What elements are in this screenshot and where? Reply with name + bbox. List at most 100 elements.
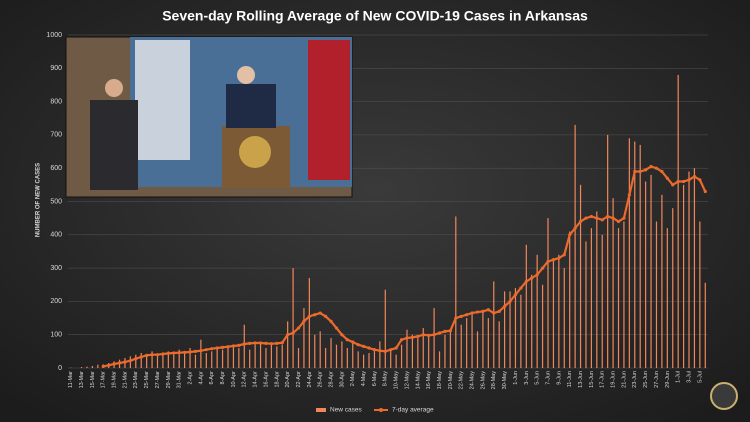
average-point [475, 310, 480, 314]
bar [352, 343, 354, 368]
average-point [356, 343, 360, 347]
average-point [313, 313, 317, 317]
x-tick-label: 11-Mar [68, 371, 74, 388]
y-tick-label: 300 [50, 265, 62, 272]
x-tick-label: 5-Jul [697, 371, 703, 383]
average-point [183, 350, 187, 354]
legend-label: New cases [330, 407, 363, 414]
bar [303, 308, 305, 368]
average-point [644, 168, 648, 172]
average-point [340, 333, 344, 337]
bar [531, 274, 533, 368]
average-point [275, 341, 279, 345]
bar [438, 351, 441, 368]
average-point [530, 276, 534, 280]
average-point [378, 349, 382, 353]
average-point [280, 341, 284, 345]
bar [699, 221, 701, 368]
average-point [145, 353, 149, 357]
bar [254, 344, 256, 368]
bar [227, 348, 229, 368]
x-tick-label: 28-Apr [329, 371, 335, 388]
average-point [633, 169, 637, 174]
bar [194, 354, 197, 368]
average-point [557, 256, 561, 260]
average-point [220, 345, 225, 349]
x-tick-label: 4-May [361, 371, 367, 387]
bar [216, 348, 218, 368]
average-point [210, 347, 214, 351]
x-tick-label: 25-Mar [144, 371, 150, 389]
x-tick-label: 10-May [394, 371, 400, 390]
x-tick-label: 14-May [415, 371, 421, 390]
x-tick-label: 2-Apr [187, 371, 193, 385]
average-point [101, 364, 105, 368]
average-point [437, 331, 442, 335]
average-point [389, 348, 393, 352]
x-tick-label: 26-Apr [318, 371, 324, 388]
x-tick-label: 3-Jul [686, 371, 692, 383]
bar [238, 348, 240, 368]
x-tick-label: 10-Apr [231, 371, 237, 388]
interpreter [90, 100, 138, 190]
bar [444, 334, 446, 368]
average-point [454, 316, 458, 320]
average-point [248, 341, 252, 345]
x-tick-label: 8-May [383, 371, 389, 387]
y-tick-label: 700 [50, 132, 62, 139]
bar [156, 354, 159, 368]
bar [178, 349, 180, 368]
average-point [177, 351, 181, 355]
average-point [226, 345, 230, 349]
average-point [107, 363, 111, 367]
average-point [307, 314, 311, 318]
average-point [199, 349, 203, 353]
bar [596, 211, 598, 368]
average-point [193, 349, 198, 353]
bar [704, 282, 706, 368]
x-tick-label: 17-Jun [600, 371, 606, 388]
x-tick-label: 6-Apr [209, 371, 215, 385]
y-tick-label: 600 [50, 165, 62, 172]
bar [173, 354, 175, 368]
bar [585, 241, 587, 368]
average-point [161, 352, 165, 356]
average-point [503, 304, 507, 308]
average-point [622, 216, 626, 220]
average-point [258, 341, 263, 345]
x-tick-label: 3-Jun [524, 371, 530, 385]
seal-logo [710, 382, 738, 410]
average-point [296, 326, 301, 330]
bar [91, 366, 94, 368]
average-point [524, 279, 528, 284]
bar [471, 311, 473, 368]
average-point [394, 346, 398, 350]
bar [428, 334, 430, 368]
bar [666, 228, 668, 368]
x-tick-label: 11-Jun [567, 371, 573, 387]
average-point [204, 348, 208, 352]
bar [672, 208, 674, 368]
bar [151, 351, 153, 368]
bar [379, 341, 381, 368]
average-point [578, 219, 583, 224]
y-tick-label: 200 [50, 298, 62, 305]
bar [287, 321, 289, 368]
bar [504, 291, 506, 368]
bar [579, 184, 582, 368]
y-axis-label: NUMBER OF NEW CASES [36, 163, 42, 237]
x-tick-label: 18-Apr [274, 371, 280, 388]
average-point [595, 216, 599, 220]
average-point [231, 344, 236, 348]
bar [493, 281, 495, 368]
legend-swatch [316, 408, 326, 412]
bar [390, 349, 392, 368]
bar [86, 366, 88, 368]
x-tick-label: 24-Apr [307, 371, 313, 388]
legend-label: 7-day average [392, 407, 434, 414]
flag [308, 40, 350, 180]
average-point [367, 346, 371, 350]
average-point [361, 344, 366, 348]
x-tick-label: 30-May [502, 371, 508, 390]
average-point [334, 326, 339, 330]
